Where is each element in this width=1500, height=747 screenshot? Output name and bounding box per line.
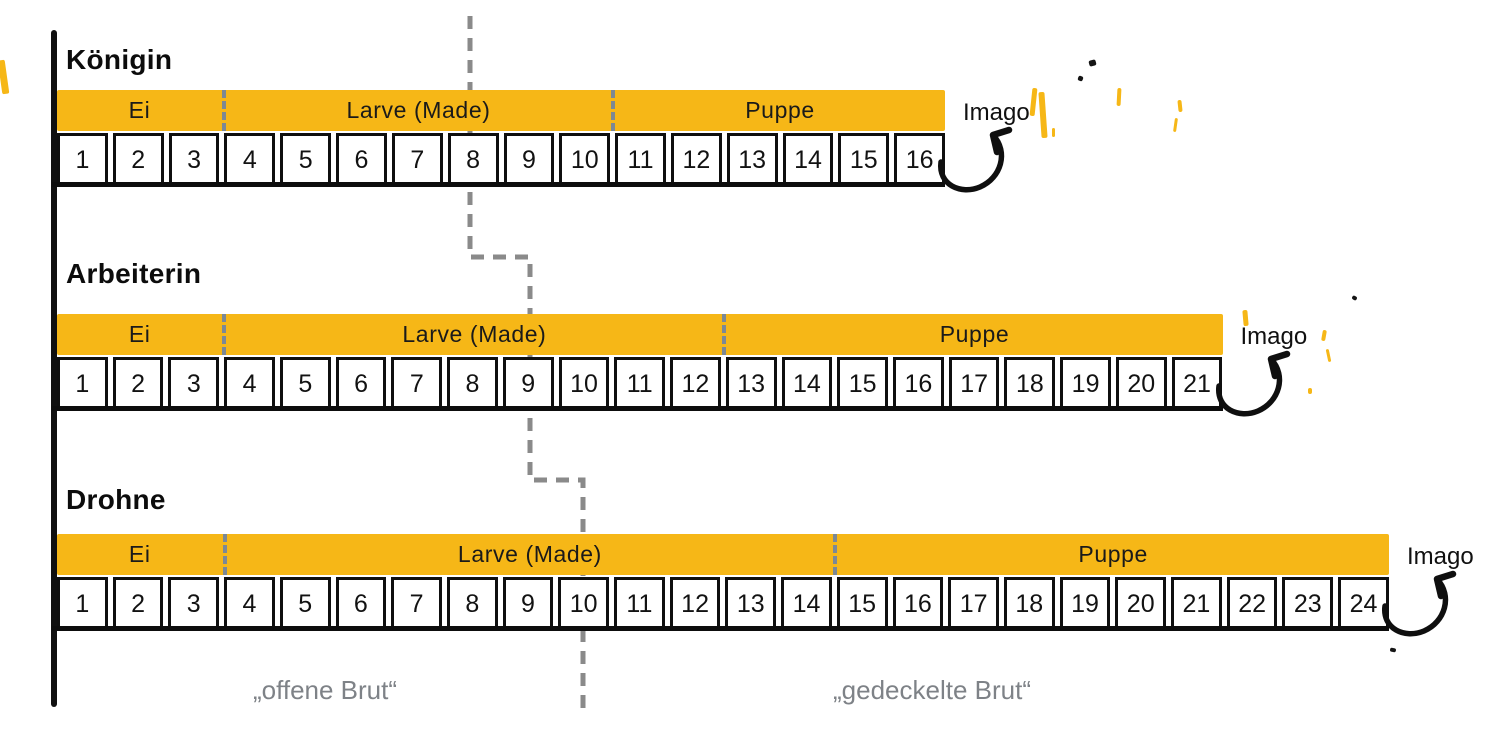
stage-segment-label: Puppe <box>939 321 1010 347</box>
stage-segment: Larve (Made) <box>222 534 834 575</box>
row-baseline <box>52 626 1389 631</box>
day-cell: 15 <box>836 577 888 631</box>
day-cell: 9 <box>502 577 554 631</box>
day-cell: 16 <box>892 577 944 631</box>
day-cell: 11 <box>614 357 666 411</box>
day-cell: 6 <box>335 577 387 631</box>
stage-bar: Ei Larve (Made) Puppe <box>57 534 1389 575</box>
imago-label: Imago <box>1407 543 1474 570</box>
day-cell: 13 <box>725 357 777 411</box>
day-cell: 12 <box>670 133 722 187</box>
day-cell: 14 <box>781 577 832 631</box>
stage-segment-label: Ei <box>128 97 151 123</box>
day-cell: 7 <box>391 357 443 411</box>
day-cell: 2 <box>112 357 164 411</box>
stage-segment: Ei <box>57 90 222 131</box>
day-cell: 18 <box>1004 357 1056 411</box>
day-cell: 11 <box>614 577 665 631</box>
stage-segment: Larve (Made) <box>222 90 611 131</box>
day-cells: 1 2 3 4 5 6 7 8 9 10 11 12 13 14 15 16 17 18 19 20 21 22 23 24 <box>57 577 1389 631</box>
stage-segment-label: Puppe <box>745 97 815 123</box>
day-cell: 22 <box>1226 577 1278 631</box>
day-cell: 14 <box>782 133 834 187</box>
day-cell: 6 <box>336 133 387 187</box>
open-brood-label: „offene Brut“ <box>252 675 398 705</box>
day-cell: 2 <box>112 133 164 187</box>
imago-label: Imago <box>1240 323 1308 350</box>
day-cell: 3 <box>168 133 220 187</box>
day-cell: 12 <box>669 577 721 631</box>
row-title: Königin <box>66 44 173 75</box>
day-cell: 1 <box>57 133 108 187</box>
day-cell: 5 <box>280 133 332 187</box>
hatch-curl-arrow-icon <box>938 126 1013 193</box>
capped-brood-label: „gedeckelte Brut“ <box>833 675 1031 705</box>
row-baseline <box>52 406 1223 411</box>
timeline-axis-line <box>51 30 57 707</box>
stage-segment: Ei <box>57 314 222 355</box>
day-cell: 2 <box>112 577 164 631</box>
day-cell: 24 <box>1338 577 1389 631</box>
stage-segment-label: Puppe <box>1078 541 1148 567</box>
day-cell: 23 <box>1282 577 1334 631</box>
stage-segment-label: Larve (Made) <box>457 541 602 567</box>
day-cell: 12 <box>670 357 721 411</box>
day-cell: 13 <box>725 577 777 631</box>
day-cell: 17 <box>948 577 999 631</box>
day-cell: 15 <box>838 133 890 187</box>
stage-segment-label: Ei <box>128 321 151 347</box>
day-cell: 21 <box>1171 577 1222 631</box>
day-cell: 19 <box>1059 577 1111 631</box>
stage-segment-label: Ei <box>128 541 151 567</box>
imago-label: Imago <box>963 99 1030 126</box>
day-cell: 4 <box>224 577 275 631</box>
hatch-curl-arrow-icon <box>1382 570 1457 637</box>
day-cell: 8 <box>446 577 498 631</box>
stage-segment-label: Larve (Made) <box>346 97 491 123</box>
stage-segment: Puppe <box>833 534 1389 575</box>
day-cell: 3 <box>168 577 220 631</box>
day-cell: 3 <box>168 357 220 411</box>
day-cell: 13 <box>726 133 778 187</box>
stage-segment: Puppe <box>722 314 1222 355</box>
day-cell: 11 <box>615 133 666 187</box>
day-cell: 7 <box>391 133 443 187</box>
stage-segment: Ei <box>57 534 223 575</box>
row-title: Drohne <box>66 484 166 515</box>
day-cell: 1 <box>57 577 108 631</box>
row-drone: Drohne Ei Larve (Made) Puppe 1 2 3 4 5 6 7 8 9 10 11… <box>52 0 1474 747</box>
day-cell: 7 <box>391 577 442 631</box>
hatch-curl-arrow-icon <box>1215 350 1290 417</box>
day-cell: 10 <box>558 577 610 631</box>
row-title: Arbeiterin <box>66 258 202 289</box>
day-cell: 18 <box>1003 577 1055 631</box>
day-cell: 5 <box>279 577 331 631</box>
day-cell: 20 <box>1115 577 1167 631</box>
stage-segment: Puppe <box>611 90 945 131</box>
